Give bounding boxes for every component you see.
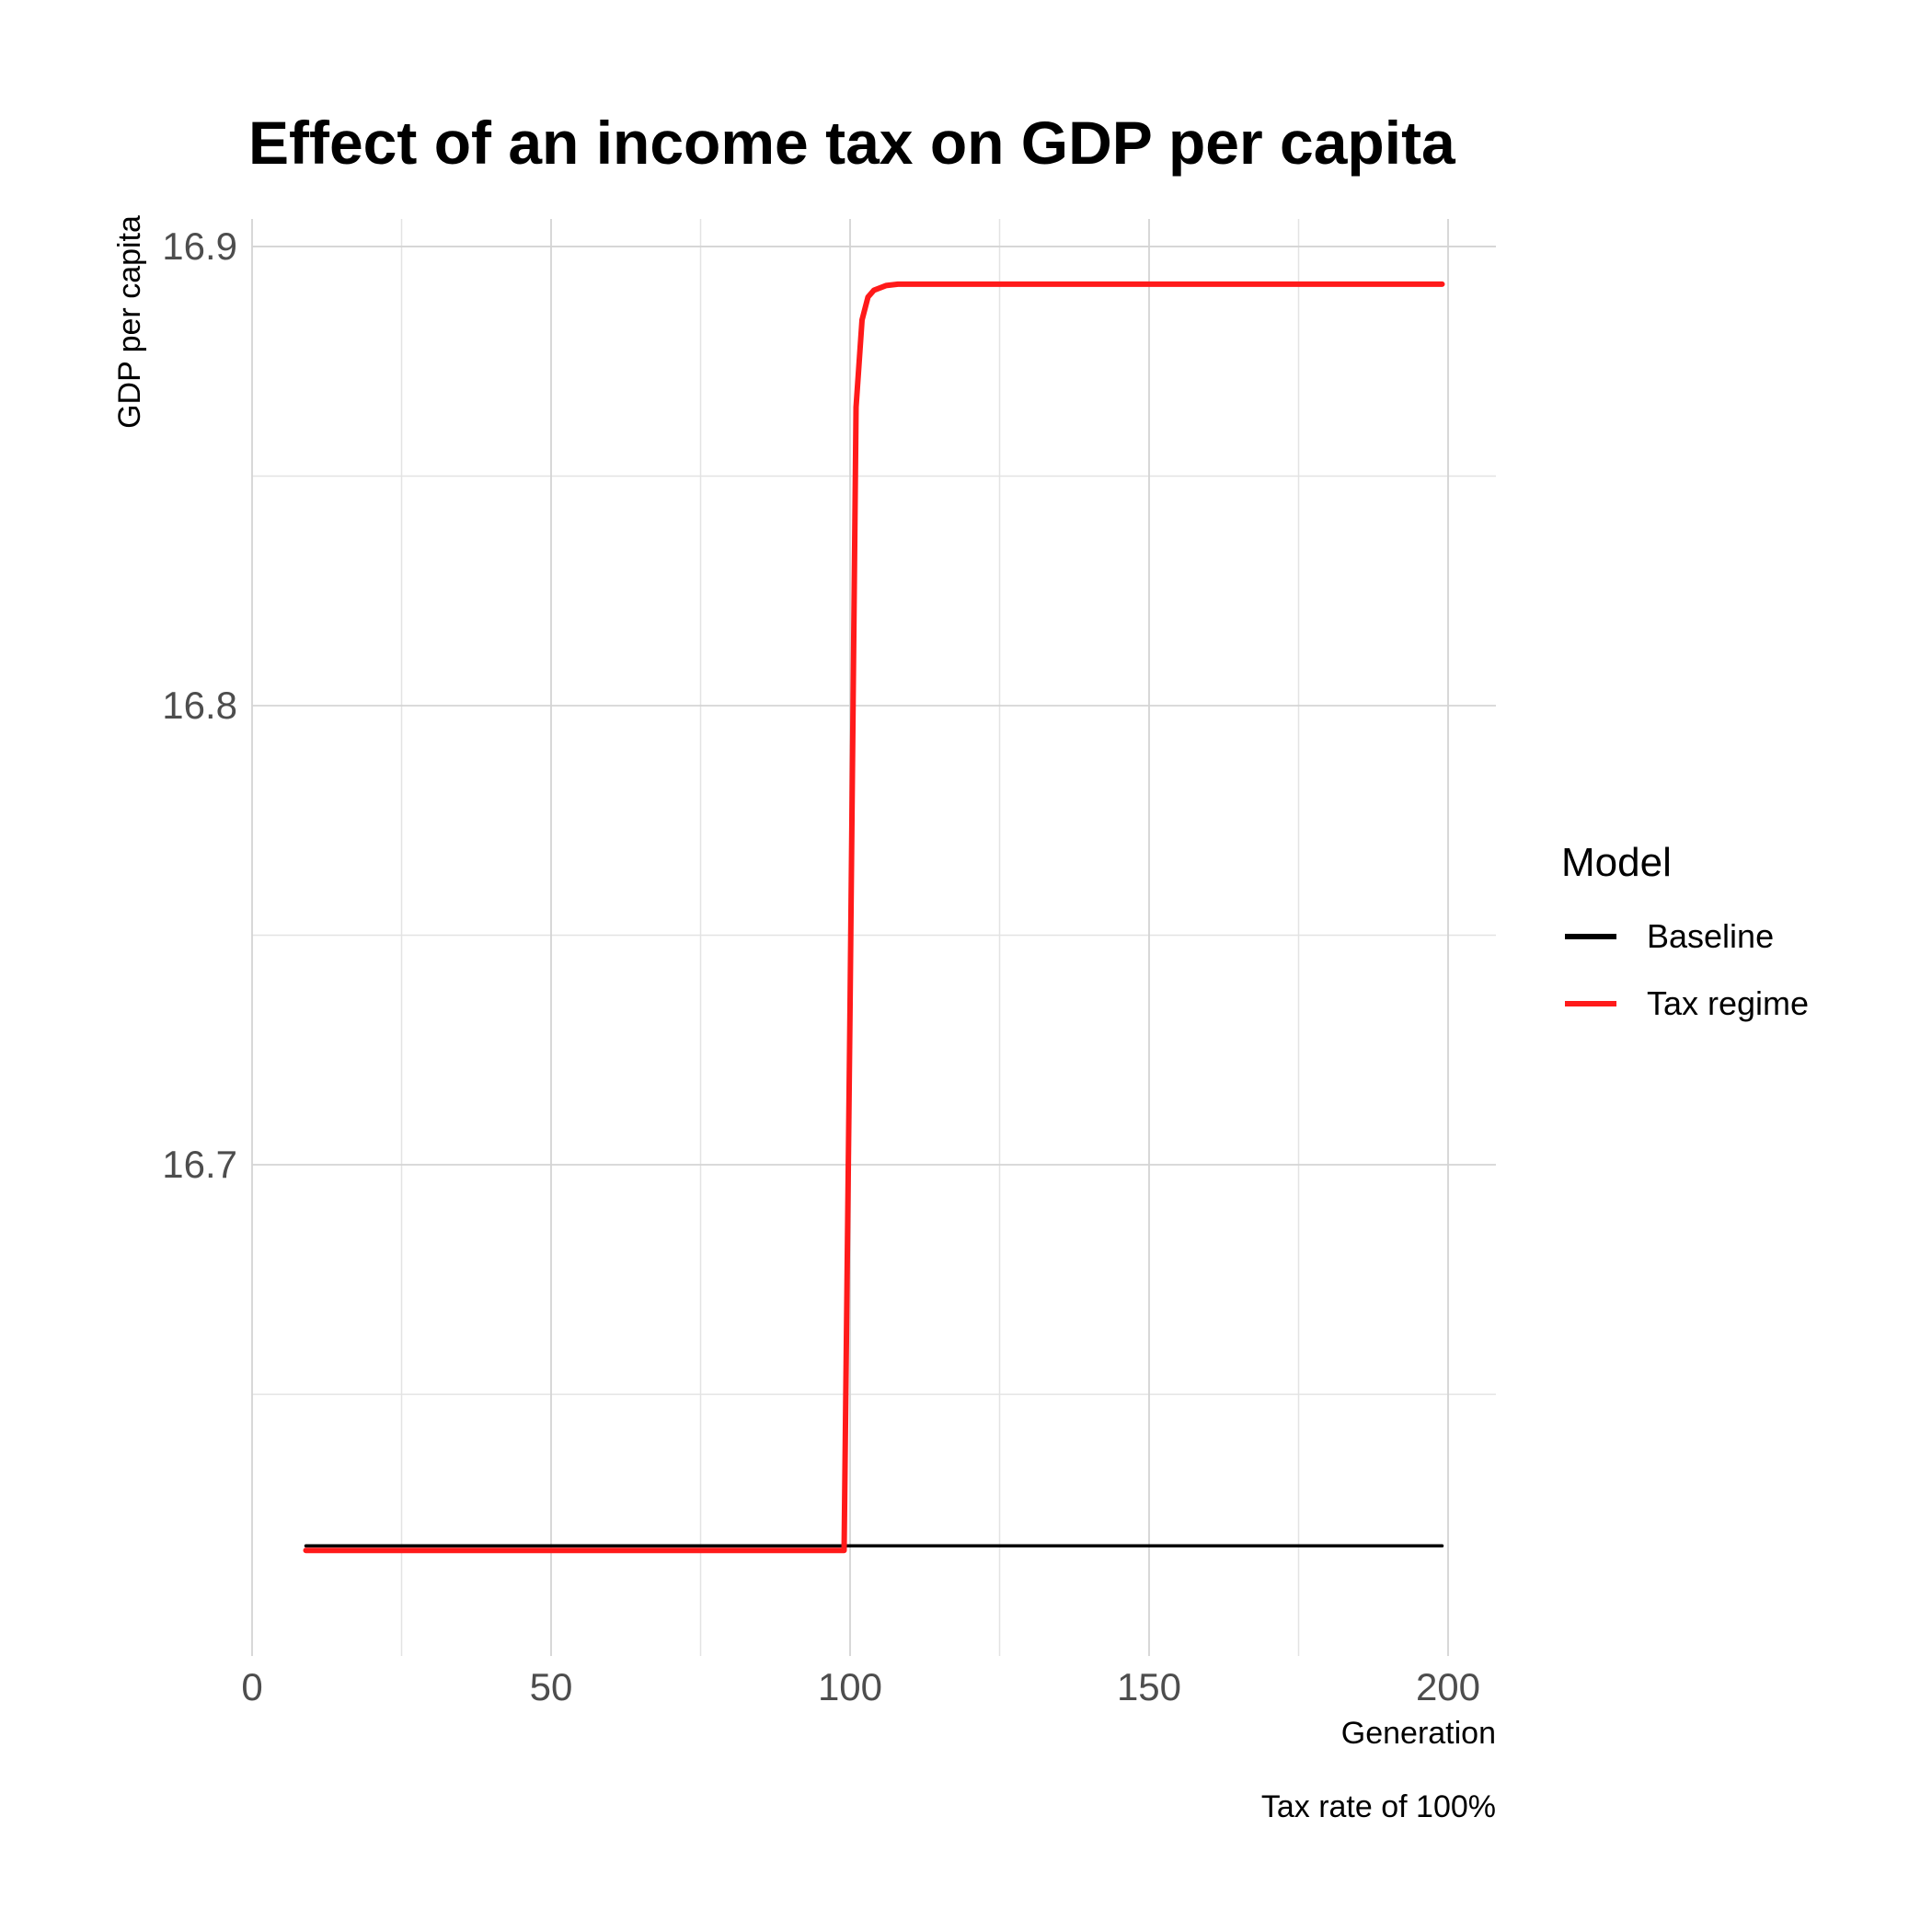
- y-tick-label: 16.8: [162, 684, 237, 727]
- series-lines: [303, 281, 1445, 1554]
- legend-title: Model: [1561, 840, 1672, 885]
- x-axis-label: Generation: [1341, 1716, 1496, 1751]
- x-tick-label: 100: [818, 1665, 882, 1708]
- y-axis-ticks: 16.7 16.8 16.9: [162, 224, 237, 1186]
- x-tick-label: 150: [1117, 1665, 1181, 1708]
- y-tick-label: 16.9: [162, 224, 237, 268]
- legend-label: Tax regime: [1647, 984, 1809, 1022]
- y-axis-label: GDP per capita: [112, 215, 147, 429]
- legend-label: Baseline: [1647, 917, 1774, 955]
- chart-caption: Tax rate of 100%: [1261, 1789, 1496, 1824]
- legend: Model Baseline Tax regime: [1561, 840, 1809, 1022]
- x-tick-label: 50: [530, 1665, 573, 1708]
- x-tick-label: 0: [241, 1665, 262, 1708]
- x-tick-label: 200: [1416, 1665, 1480, 1708]
- y-tick-label: 16.7: [162, 1143, 237, 1186]
- x-axis-ticks: 0 50 100 150 200: [241, 1665, 1480, 1708]
- grid-minor: [252, 219, 1496, 1656]
- series-line: [303, 281, 1445, 1554]
- grid-major: [251, 219, 1496, 1656]
- chart-title: Effect of an income tax on GDP per capit…: [248, 109, 1456, 177]
